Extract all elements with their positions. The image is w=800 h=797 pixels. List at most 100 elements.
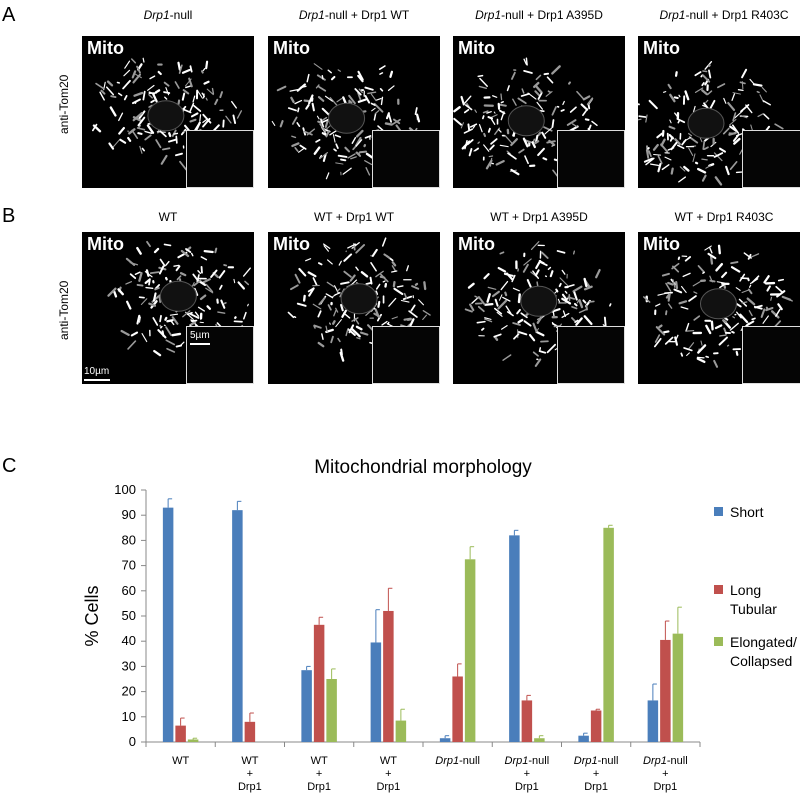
image-title-b-1: WT [68,210,268,224]
y-tick-label: 20 [122,684,136,699]
micrograph-b-3: Mito [453,232,625,384]
panel-letter-b: B [2,205,16,227]
bar-long-tubular-3 [313,624,325,742]
image-title-italic: Drp1 [143,8,170,22]
micrograph-b-1: Mito 10µm 5µm [82,232,254,384]
image-title-text: WT + Drp1 WT [313,210,395,224]
mito-label: Mito [87,38,124,58]
micrograph-a-1: Mito [82,36,254,188]
image-title-text: WT + Drp1 A395D [490,210,588,224]
x-tick-label: Drp1 [307,781,331,793]
bar-long-tubular-6 [521,700,533,742]
bar-elongated-collapsed-1 [187,739,199,742]
y-tick-label: 70 [122,558,136,573]
mito-label: Mito [643,38,680,58]
mito-label: Mito [273,38,310,58]
image-title-text: -null + Drp1 R403C [685,8,789,22]
image-title-a-3: Drp1-null + Drp1 A395D [439,8,639,22]
mito-label: Mito [458,234,495,254]
mitochondria-network [107,240,251,357]
x-tick-label: Drp1 [584,781,608,793]
bar-short-5 [439,738,451,742]
bar-short-4 [370,642,382,742]
x-tick-label: Drp1-null [574,755,619,767]
zoom-inset [372,130,440,188]
image-title-a-2: Drp1-null + Drp1 WT [254,8,454,22]
bar-long-tubular-7 [590,710,602,742]
legend-label-2: Tubular [730,601,777,617]
bar-short-1 [162,507,174,742]
x-tick-label: + [316,768,322,780]
y-tick-label: 80 [122,532,136,547]
panel-letter-a: A [2,4,16,26]
x-tick-label: R403C [371,794,405,795]
zoom-inset [372,326,440,384]
x-tick-label: + [593,768,599,780]
micrograph-b-2: Mito [268,232,440,384]
zoom-inset [557,326,625,384]
x-tick-label: WT [518,794,535,795]
scale-text-small: 5µm [190,330,210,341]
x-tick-label: + [385,768,391,780]
image-title-italic: Drp1 [298,8,325,22]
bar-elongated-collapsed-6 [534,738,545,742]
legend-label-2: Long [730,582,761,598]
x-tick-label: WT [311,755,328,767]
x-tick-label: Drp1 [653,781,677,793]
image-title-text: WT + Drp1 R403C [674,210,774,224]
y-tick-label: 30 [122,658,136,673]
x-tick-label: R403C [648,794,682,795]
y-tick-label: 90 [122,507,136,522]
x-tick-label: WT [241,755,258,767]
bar-long-tubular-1 [175,725,186,742]
panel-letter-c: C [2,455,17,477]
zoom-inset [186,326,254,384]
mitochondria-network [271,63,421,180]
bar-long-tubular-4 [383,610,394,742]
bar-elongated-collapsed-8 [672,633,684,742]
x-tick-label: Drp1-null [643,755,688,767]
bar-long-tubular-2 [244,721,256,742]
image-title-text: WT [158,210,178,224]
x-tick-label: A395D [579,794,613,795]
mito-label: Mito [273,234,310,254]
legend-swatch-1 [714,507,723,516]
x-tick-label: WT [241,794,258,795]
mito-label: Mito [458,38,495,58]
chart-title: Mitochondrial morphology [314,457,532,478]
legend-swatch-3 [714,637,723,646]
scale-bar-small [190,343,210,345]
scale-bar-large [84,379,110,381]
scale-text-large: 10µm [84,366,110,377]
x-tick-label: Drp1 [376,781,400,793]
image-title-text: -null + Drp1 WT [324,8,410,22]
bar-short-2 [232,510,243,742]
bar-elongated-collapsed-4 [395,720,407,742]
x-tick-label: Drp1 [238,781,262,793]
legend-label-3: Elongated/ [730,634,797,650]
y-tick-label: 60 [122,583,136,598]
mito-label: Mito [643,234,680,254]
legend-label-3: Collapsed [730,653,792,669]
x-tick-label: WT [380,755,397,767]
zoom-inset [742,326,800,384]
bar-short-7 [578,735,589,742]
zoom-inset [742,130,800,188]
image-title-b-4: WT + Drp1 R403C [624,210,800,224]
image-title-text: -null [169,8,193,22]
micrograph-a-2: Mito [268,36,440,188]
x-tick-label: Drp1-null [435,755,480,767]
x-tick-label: WT [172,755,189,767]
bar-short-6 [509,535,520,742]
image-title-b-2: WT + Drp1 WT [254,210,454,224]
image-title-text: -null + Drp1 A395D [501,8,603,22]
micrograph-b-4: Mito [638,232,800,384]
bar-short-3 [301,670,312,742]
mitochondria-network [464,241,612,367]
bar-long-tubular-5 [452,676,463,742]
zoom-inset [557,130,625,188]
bar-elongated-collapsed-3 [326,679,337,742]
mito-label: Mito [87,234,124,254]
zoom-inset [186,130,254,188]
bar-elongated-collapsed-5 [464,559,476,742]
